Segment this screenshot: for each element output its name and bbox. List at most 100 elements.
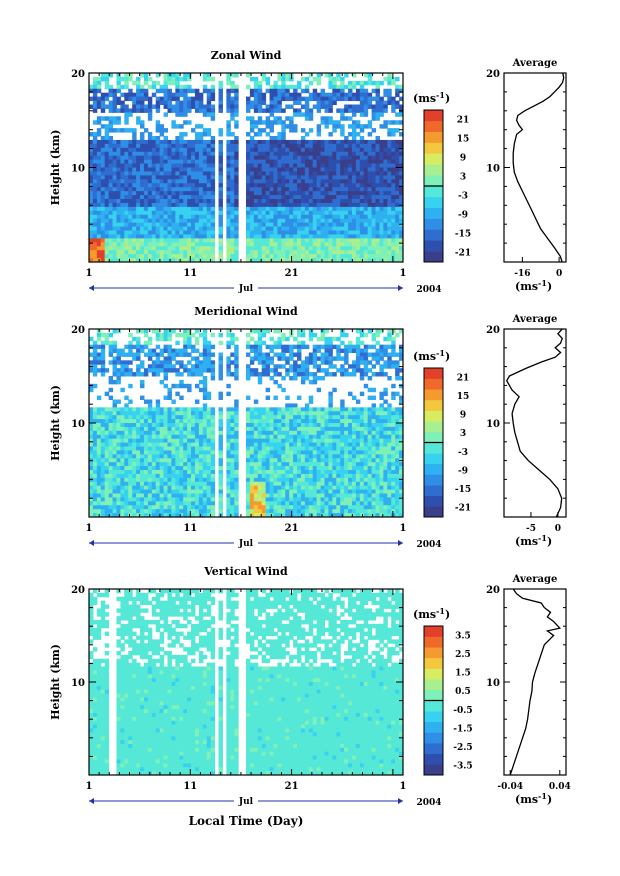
field-cell <box>159 210 165 216</box>
field-cell <box>116 175 121 180</box>
field-cell <box>234 124 239 129</box>
field-cell <box>265 493 271 498</box>
field-cell <box>285 250 290 255</box>
field-cell <box>108 446 114 451</box>
field-cell <box>159 222 165 228</box>
field-cell <box>351 202 357 208</box>
field-cell <box>151 364 157 369</box>
field-cell <box>281 218 286 224</box>
field-cell <box>194 195 200 200</box>
field-cell <box>316 147 322 153</box>
field-cell <box>273 191 278 196</box>
field-cell <box>285 423 290 428</box>
field-cell <box>92 493 98 498</box>
field-cell <box>120 458 125 463</box>
field-cell <box>261 202 267 208</box>
field-cell <box>395 163 400 168</box>
field-cell <box>249 489 255 494</box>
field-cell <box>171 206 176 212</box>
field-cell <box>246 73 251 78</box>
field-cell <box>175 348 180 353</box>
field-cell <box>92 372 98 377</box>
field-cell <box>379 143 384 149</box>
field-cell <box>269 183 274 188</box>
field-cell <box>147 234 153 239</box>
field-cell <box>140 344 145 350</box>
field-cell <box>320 183 325 188</box>
field-cell <box>100 242 106 247</box>
field-cell <box>355 80 361 86</box>
field-cell <box>304 230 310 235</box>
field-cell <box>293 246 298 251</box>
field-cell <box>355 155 361 161</box>
field-cell <box>226 76 231 82</box>
field-cell <box>112 147 117 153</box>
field-cell <box>383 175 388 180</box>
field-cell <box>175 450 180 455</box>
field-cell <box>249 470 255 475</box>
field-cell <box>226 497 231 502</box>
field-cell <box>304 238 310 243</box>
field-cell <box>265 356 271 361</box>
field-cell <box>136 151 141 157</box>
field-cell <box>191 434 196 440</box>
field-cell <box>399 96 404 102</box>
field-cell <box>375 214 380 220</box>
field-cell <box>147 210 153 216</box>
field-cell <box>143 206 149 212</box>
field-cell <box>198 139 204 145</box>
field-cell <box>391 183 396 188</box>
field-cell <box>261 430 267 436</box>
field-cell <box>104 254 110 259</box>
field-cell <box>395 120 400 125</box>
field-cell <box>108 234 114 239</box>
field-cell <box>246 364 251 369</box>
field-cell <box>387 195 392 200</box>
field-cell <box>391 187 396 192</box>
field-cell <box>273 136 278 141</box>
field-cell <box>230 199 235 204</box>
field-cell <box>265 434 271 440</box>
field-cell <box>308 80 314 86</box>
field-cell <box>116 329 121 334</box>
field-cell <box>363 234 369 239</box>
field-cell <box>273 368 278 373</box>
field-cell <box>293 230 298 235</box>
field-cell <box>277 222 282 228</box>
field-cell <box>194 356 200 361</box>
field-cell <box>265 159 271 165</box>
field-cell <box>332 155 337 161</box>
field-cell <box>159 360 165 365</box>
field-cell <box>120 501 125 506</box>
field-cell <box>269 179 274 184</box>
field-cell <box>167 242 172 247</box>
field-cell <box>132 477 137 483</box>
field-cell <box>218 155 223 161</box>
field-cell <box>187 191 192 196</box>
field-cell <box>89 218 94 224</box>
field-cell <box>226 222 231 228</box>
field-cell <box>104 430 110 436</box>
field-cell <box>371 246 377 251</box>
field-cell <box>226 143 231 149</box>
field-cell <box>210 202 216 208</box>
field-cell <box>363 92 369 98</box>
field-cell <box>112 356 117 361</box>
field-cell <box>194 434 200 440</box>
field-cell <box>89 481 94 487</box>
field-cell <box>108 191 114 196</box>
field-cell <box>371 151 377 157</box>
field-cell <box>269 195 274 200</box>
field-cell <box>249 116 255 121</box>
field-cell <box>210 222 216 228</box>
field-cell <box>218 234 223 239</box>
field-cell <box>336 159 341 165</box>
field-cell <box>320 116 325 121</box>
field-cell <box>351 92 357 98</box>
field-cell <box>100 407 106 412</box>
field-cell <box>257 501 263 506</box>
field-cell <box>194 450 200 455</box>
field-cell <box>399 159 404 165</box>
field-cell <box>273 195 278 200</box>
field-cell <box>159 458 165 463</box>
